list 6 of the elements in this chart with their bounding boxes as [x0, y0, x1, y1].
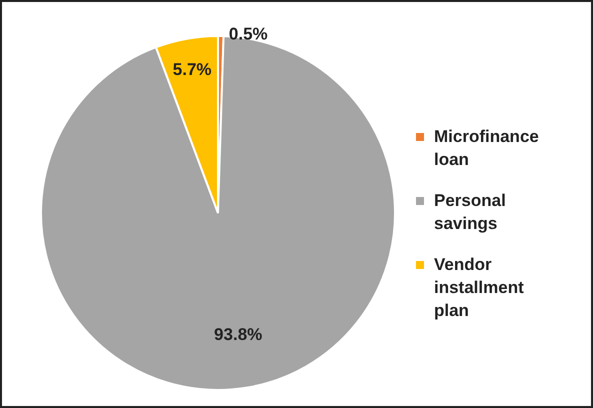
- data-label: 0.5%: [228, 24, 268, 44]
- legend-label: Vendor installment plan: [434, 254, 525, 322]
- data-label: 5.7%: [172, 60, 212, 79]
- data-label: 93.8%: [214, 324, 262, 344]
- legend-label: Personal savings: [434, 190, 507, 235]
- legend-label: Microfinance loan: [434, 126, 540, 171]
